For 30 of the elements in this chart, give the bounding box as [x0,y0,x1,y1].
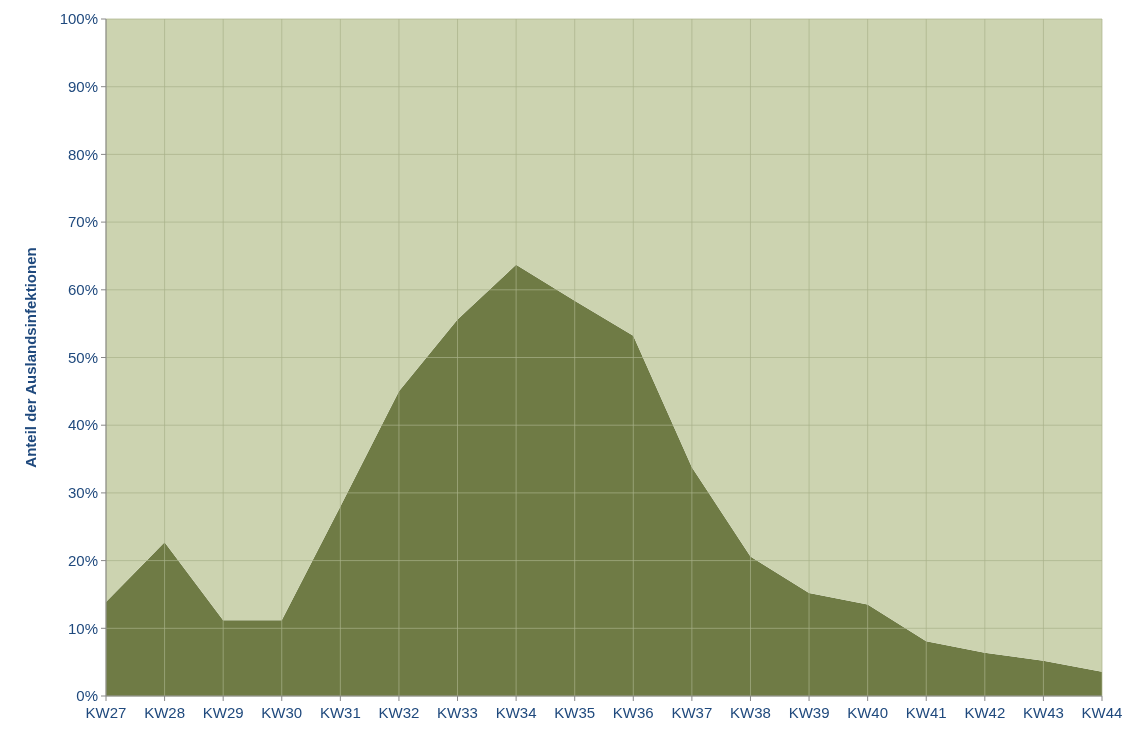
y-tick-label: 90% [67,77,98,95]
x-tick-label: KW28 [144,704,186,721]
x-tick-label: KW44 [1081,704,1123,721]
x-tick-label: KW43 [1022,704,1064,721]
y-tick-label: 30% [67,484,98,502]
x-tick-label: KW31 [319,704,361,721]
x-tick-label: KW37 [671,704,713,721]
x-tick-label: KW32 [378,704,420,721]
y-tick-label: 50% [67,348,98,366]
y-tick-label: 20% [67,551,98,569]
y-tick-label: 40% [67,416,98,434]
y-tick-label: 80% [67,145,98,163]
x-tick-label: KW29 [202,704,244,721]
x-tick-label: KW34 [495,704,537,721]
x-tick-label: KW36 [612,704,654,721]
x-tick-label: KW27 [85,704,127,721]
x-tick-label: KW40 [847,704,889,721]
x-tick-label: KW38 [730,704,771,721]
x-tick-label: KW35 [554,704,596,721]
x-tick-label: KW42 [964,704,1006,721]
x-tick-label: KW41 [905,704,947,721]
y-tick-label: 60% [67,281,98,299]
y-tick-label: 70% [67,213,98,231]
x-tick-label: KW30 [261,704,303,721]
y-tick-label: 100% [59,10,98,28]
x-tick-label: KW39 [788,704,830,721]
y-tick-label: 10% [67,619,98,637]
y-axis-title: Anteil der Auslandsinfektionen [22,247,39,468]
y-tick-label: 0% [76,687,98,705]
x-tick-label: KW33 [437,704,478,721]
